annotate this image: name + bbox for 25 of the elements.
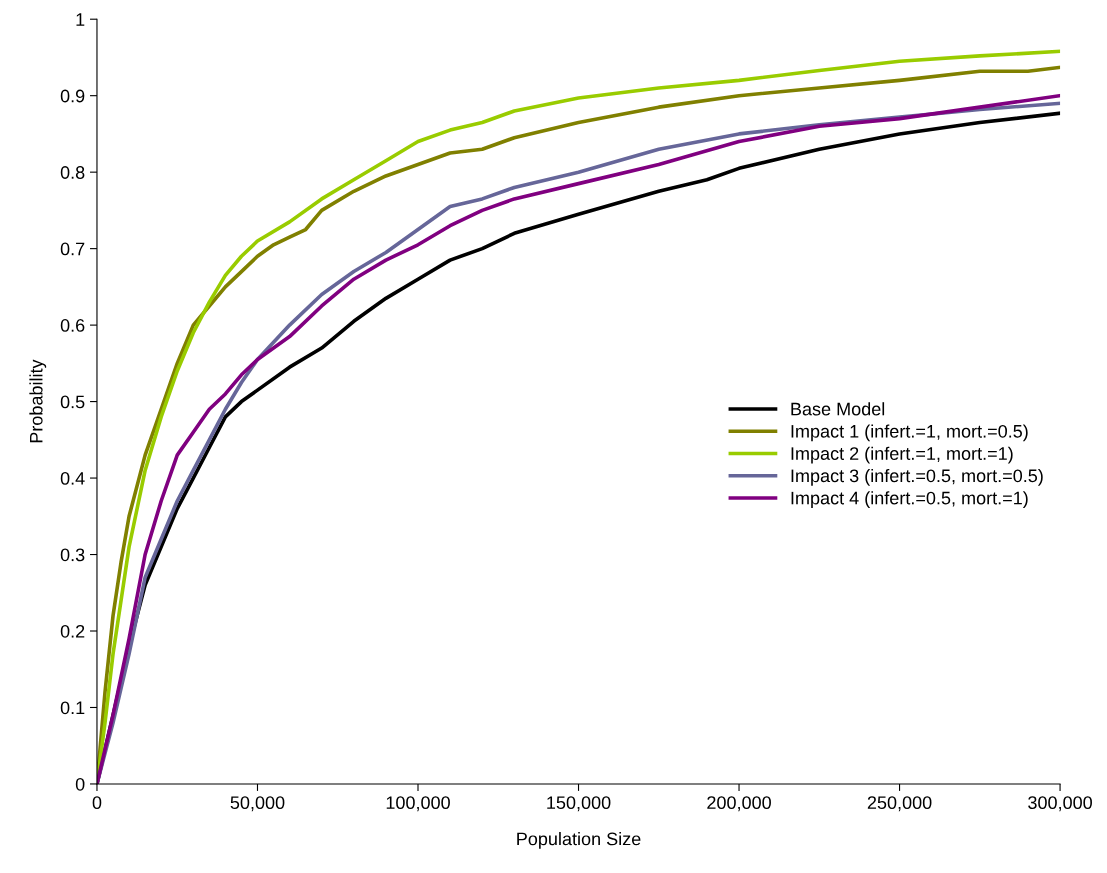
y-tick-label: 0.2 xyxy=(60,624,85,638)
x-tick-label: 200,000 xyxy=(707,796,771,812)
x-tick-label: 250,000 xyxy=(867,796,932,812)
y-tick-label: 0.1 xyxy=(60,701,85,715)
y-tick-label: 0 xyxy=(75,777,85,791)
y-tick-label: 0.5 xyxy=(60,395,85,409)
legend-label: Impact 3 (infert.=0.5, mort.=0.5) xyxy=(791,468,1043,486)
legend-label: Impact 2 (infert.=1, mort.=1) xyxy=(791,446,1013,464)
legend-label: Impact 1 (infert.=1, mort.=0.5) xyxy=(791,424,1028,442)
y-tick-label: 0.3 xyxy=(60,548,85,562)
legend-label: Impact 4 (infert.=0.5, mort.=1) xyxy=(791,491,1028,509)
x-tick-label: 0 xyxy=(92,796,102,810)
y-axis-title: Probability xyxy=(29,359,47,443)
x-axis-title: Population Size xyxy=(517,832,641,849)
y-tick-label: 1 xyxy=(76,13,85,26)
y-tick-label: 0.9 xyxy=(60,89,85,103)
x-tick-label: 150,000 xyxy=(547,796,611,812)
y-tick-label: 0.6 xyxy=(60,319,85,332)
x-tick-label: 50,000 xyxy=(230,796,285,812)
y-tick-label: 0.4 xyxy=(60,471,85,485)
legend-label: Base Model xyxy=(791,402,885,416)
y-tick-label: 0.7 xyxy=(60,242,85,256)
y-tick-label: 0.8 xyxy=(60,166,85,179)
x-tick-label: 100,000 xyxy=(386,796,450,812)
x-tick-label: 300,000 xyxy=(1028,796,1092,812)
